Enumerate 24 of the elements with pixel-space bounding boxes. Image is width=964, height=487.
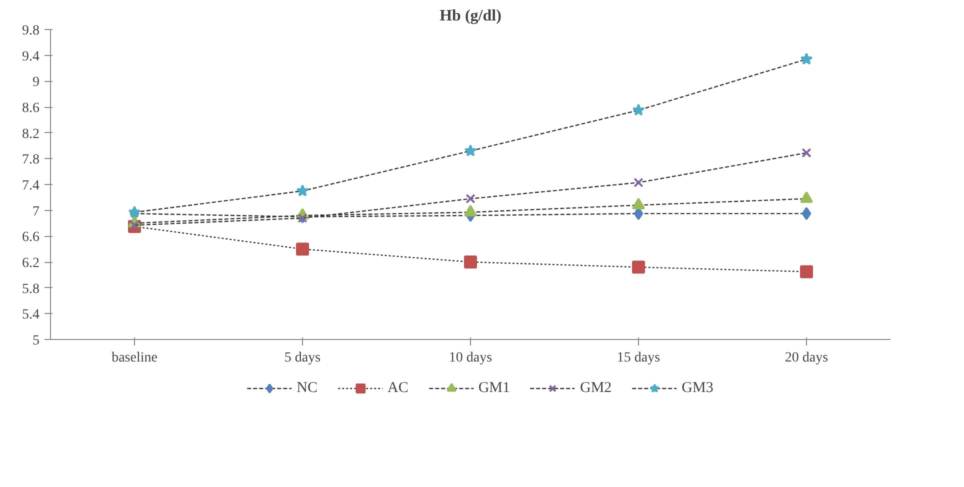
legend-label: GM1 [478, 380, 510, 396]
x-tick-label: 20 days [784, 350, 828, 366]
chart-title: Hb (g/dl) [440, 8, 502, 24]
y-tick-label: 7.4 [22, 178, 40, 194]
legend-label: GM2 [580, 380, 612, 396]
y-tick-label: 5.8 [22, 282, 40, 297]
y-tick-label: 9.8 [22, 24, 40, 38]
x-tick-label: 15 days [616, 350, 660, 366]
y-tick-label: 6.2 [22, 256, 40, 271]
legend-label: AC [387, 380, 408, 396]
y-tick-label: 9.4 [22, 49, 40, 64]
x-tick-label: 5 days [284, 350, 321, 366]
y-tick-label: 8.2 [22, 126, 40, 142]
legend-label: NC [296, 380, 318, 396]
x-tick-label: 10 days [448, 350, 492, 366]
y-tick-label: 7 [32, 204, 40, 220]
legend-label: GM3 [682, 380, 714, 396]
y-tick-label: 5 [32, 334, 40, 348]
y-tick-label: 6.6 [22, 230, 40, 246]
y-tick-label: 8.6 [22, 101, 40, 116]
y-tick-label: 7.8 [22, 152, 40, 168]
x-tick-label: baseline [112, 350, 158, 366]
y-tick-label: 5.4 [22, 308, 40, 323]
y-tick-label: 9 [32, 75, 40, 90]
